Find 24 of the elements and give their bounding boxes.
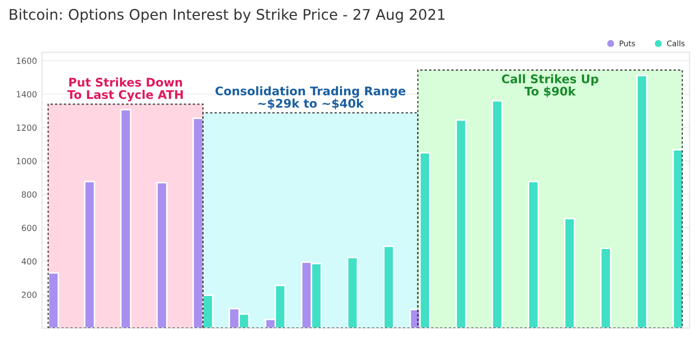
bar xyxy=(383,246,394,328)
bar xyxy=(636,74,648,328)
bar xyxy=(564,218,576,328)
y-tick-label: 1600 xyxy=(16,58,37,64)
annotation: Call Strikes Up To $90k xyxy=(502,74,598,98)
bar xyxy=(48,272,59,328)
y-tick-label: 1000 xyxy=(16,158,37,164)
bar xyxy=(600,248,612,328)
y-tick-label: 1400 xyxy=(16,91,37,98)
y-tick-label: 200 xyxy=(22,292,37,298)
y-tick-label: 600 xyxy=(22,224,37,232)
bar xyxy=(528,180,539,328)
bar xyxy=(346,256,358,328)
annotation: Put Strikes Down To Last Cycle ATH xyxy=(67,78,183,102)
bar xyxy=(156,182,168,328)
y-tick-label: 800 xyxy=(22,191,37,198)
annotation: Consolidation Trading Range ~$29k to ~$40k xyxy=(215,86,406,110)
y-tick-label: 1200 xyxy=(16,124,37,131)
bar xyxy=(120,108,132,328)
y-tick-label: 400 xyxy=(22,258,37,265)
bar xyxy=(492,100,503,328)
bar xyxy=(84,180,96,328)
bar xyxy=(455,119,467,328)
chart-title: Bitcoin: Options Open Interest by Strike Price - 27 Aug 2021 xyxy=(10,8,445,23)
